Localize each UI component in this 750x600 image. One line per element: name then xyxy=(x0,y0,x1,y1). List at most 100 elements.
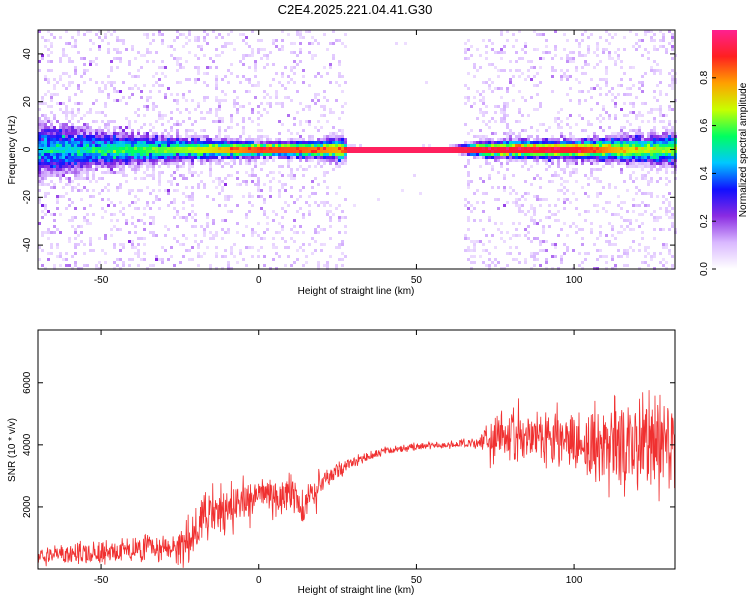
spectrogram-cell xyxy=(650,153,653,156)
spectrogram-cell xyxy=(233,144,236,147)
spectrogram-cell xyxy=(257,138,260,141)
spectrogram-cell xyxy=(59,171,62,174)
spectrogram-cell xyxy=(263,54,266,57)
spectrogram-cell xyxy=(404,42,407,45)
spectrogram-cell xyxy=(566,159,569,162)
spectrogram-cell xyxy=(572,168,575,171)
spectrogram-cell xyxy=(56,156,59,159)
spectrogram-cell xyxy=(107,150,110,153)
spectrogram-cell xyxy=(596,258,599,261)
spectrogram-cell xyxy=(86,174,89,177)
spectrogram-cell xyxy=(218,126,221,129)
spectrogram-cell xyxy=(395,150,398,153)
spectrogram-cell xyxy=(623,138,626,141)
spectrogram-cell xyxy=(284,183,287,186)
spectrogram-cell xyxy=(143,114,146,117)
spectrogram-cell xyxy=(317,42,320,45)
spectrogram-cell xyxy=(176,63,179,66)
spectrogram-cell xyxy=(575,198,578,201)
spectrogram-cell xyxy=(275,90,278,93)
spectrogram-cell xyxy=(659,120,662,123)
spectrogram-cell xyxy=(575,123,578,126)
spectrogram-cell xyxy=(299,48,302,51)
spectrogram-cell xyxy=(137,252,140,255)
spectrogram-cell xyxy=(158,141,161,144)
spectrogram-cell xyxy=(173,156,176,159)
spectrogram-cell xyxy=(533,159,536,162)
spectrogram-cell xyxy=(230,153,233,156)
spectrogram-cell xyxy=(53,129,56,132)
spectrogram-cell xyxy=(179,57,182,60)
spectrogram-cell xyxy=(89,240,92,243)
spectrogram-cell xyxy=(323,264,326,267)
spectrogram-cell xyxy=(137,237,140,240)
spectrogram-cell xyxy=(50,171,53,174)
spectrogram-cell xyxy=(452,147,455,150)
spectrogram-cell xyxy=(275,147,278,150)
spectrogram-cell xyxy=(404,150,407,153)
spectrogram-cell xyxy=(620,255,623,258)
spectrogram-cell xyxy=(194,171,197,174)
spectrogram-cell xyxy=(146,168,149,171)
spectrogram-cell xyxy=(188,144,191,147)
spectrogram-cell xyxy=(491,138,494,141)
spectrogram-cell xyxy=(341,258,344,261)
spectrogram-cell xyxy=(338,258,341,261)
spectrogram-cell xyxy=(92,159,95,162)
spectrogram-cell xyxy=(182,177,185,180)
spectrogram-cell xyxy=(377,147,380,150)
spectrogram-cell xyxy=(260,147,263,150)
spectrogram-cell xyxy=(176,144,179,147)
spectrogram-cell xyxy=(671,216,674,219)
spectrogram-cell xyxy=(644,192,647,195)
spectrogram-cell xyxy=(182,147,185,150)
spectrogram-cell xyxy=(68,204,71,207)
spectrogram-cell xyxy=(584,129,587,132)
spectrogram-cell xyxy=(221,99,224,102)
spectrogram-cell xyxy=(539,240,542,243)
spectrogram-cell xyxy=(122,264,125,267)
spectrogram-cell xyxy=(527,153,530,156)
spectrogram-cell xyxy=(95,81,98,84)
spectrogram-cell xyxy=(185,186,188,189)
spectrogram-cell xyxy=(50,138,53,141)
spectrogram-cell xyxy=(215,162,218,165)
spectrogram-cell xyxy=(473,153,476,156)
spectrogram-cell xyxy=(494,150,497,153)
spectrogram-cell xyxy=(626,144,629,147)
spectrogram-cell xyxy=(86,69,89,72)
spectrogram-cell xyxy=(560,135,563,138)
spectrogram-cell xyxy=(197,186,200,189)
spectrogram-cell xyxy=(248,45,251,48)
spectrogram-cell xyxy=(101,141,104,144)
spectrogram-cell xyxy=(131,168,134,171)
spectrogram-cell xyxy=(41,183,44,186)
spectrogram-cell xyxy=(581,90,584,93)
spectrogram-cell xyxy=(479,255,482,258)
spectrogram-cell xyxy=(518,120,521,123)
spectrogram-cell xyxy=(68,240,71,243)
spectrogram-cell xyxy=(611,144,614,147)
spectrogram-cell xyxy=(131,156,134,159)
spectrogram-cell xyxy=(176,225,179,228)
spectrogram-cell xyxy=(182,192,185,195)
spectrogram-cell xyxy=(596,138,599,141)
spectrogram-cell xyxy=(140,144,143,147)
spectrogram-cell xyxy=(41,153,44,156)
spectrogram-cell xyxy=(98,144,101,147)
spectrogram-cell xyxy=(107,159,110,162)
spectrogram-cell xyxy=(194,39,197,42)
spectrogram-cell xyxy=(146,150,149,153)
spectrogram-cell xyxy=(557,117,560,120)
spectrogram-cell xyxy=(284,210,287,213)
spectrogram-cell xyxy=(650,144,653,147)
spectrogram-cell xyxy=(263,156,266,159)
spectrogram-cell xyxy=(38,132,41,135)
spectrogram-cell xyxy=(134,138,137,141)
spectrogram-cell xyxy=(74,237,77,240)
spectrogram-cell xyxy=(227,195,230,198)
spectrogram-cell xyxy=(248,66,251,69)
spectrogram-cell xyxy=(548,147,551,150)
spectrogram-cell xyxy=(299,141,302,144)
spectrogram-cell xyxy=(311,252,314,255)
